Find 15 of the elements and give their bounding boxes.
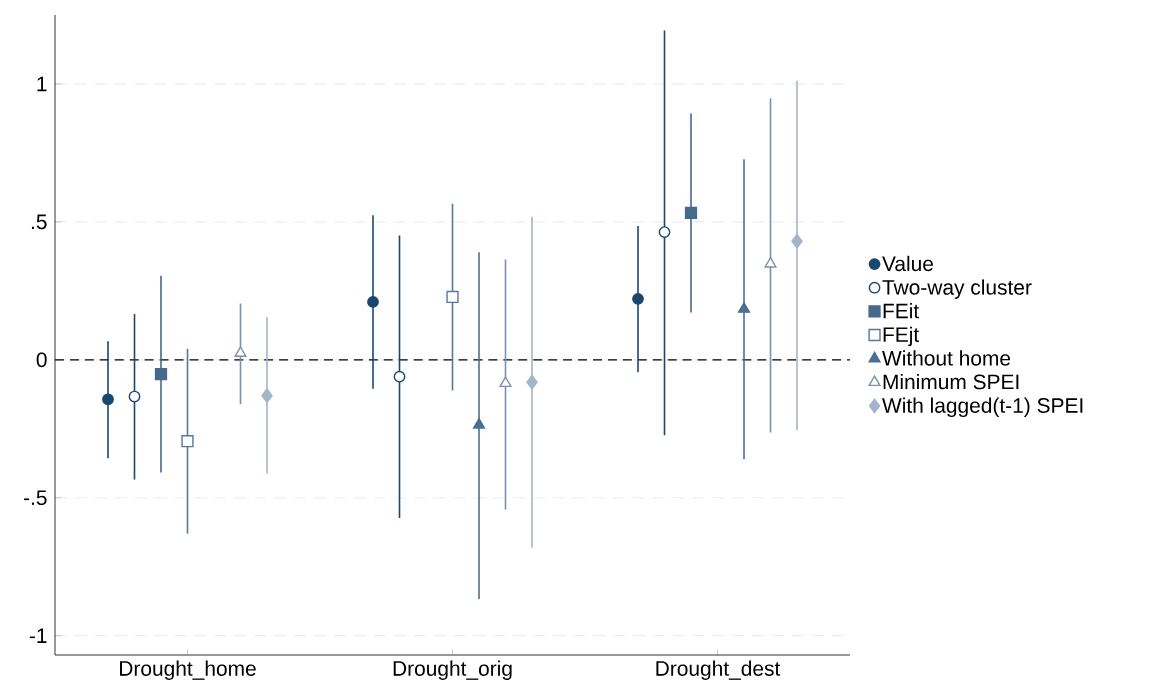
legend-label: With lagged(t-1) SPEI <box>882 397 1083 418</box>
y-tick-label: -1 <box>29 628 47 643</box>
x-tick-label: Drought_home <box>120 660 256 681</box>
legend-label: Minimum SPEI <box>883 373 1019 390</box>
y-tick-label: 0 <box>36 352 47 368</box>
y-tick-label: .5 <box>31 214 47 230</box>
x-tick-label: Drought_dest <box>656 660 781 681</box>
legend-label: Value <box>882 255 933 272</box>
y-tick-label: 1 <box>37 76 47 92</box>
x-tick-label: Drought_orig <box>393 660 512 681</box>
legend-label: FEjt <box>883 326 920 347</box>
y-tick-label: -.5 <box>24 490 47 506</box>
legend-label: Two-way cluster <box>882 279 1032 299</box>
legend-label: Without home <box>882 350 1011 366</box>
legend-label: FEit <box>883 303 920 319</box>
